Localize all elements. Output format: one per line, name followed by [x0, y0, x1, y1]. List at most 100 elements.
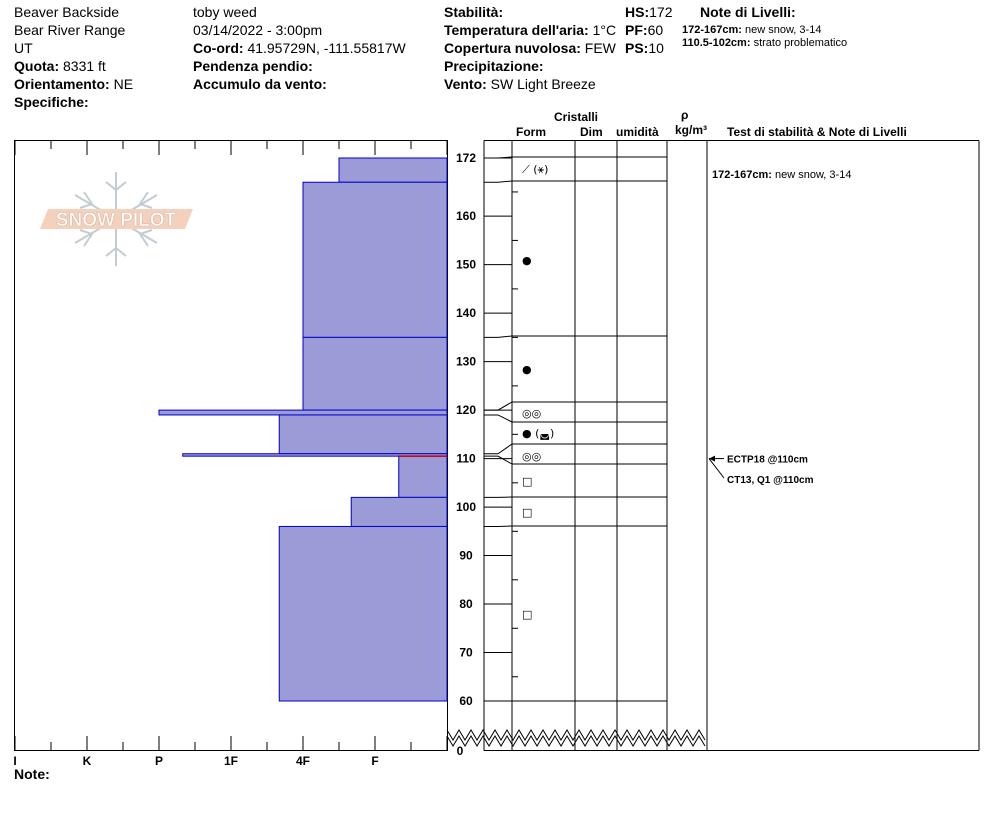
density-symbol: ρ	[681, 108, 689, 122]
state: UT	[14, 40, 33, 56]
hardness-label-p: P	[155, 754, 163, 768]
crystals-header: Cristalli	[554, 110, 599, 124]
wind: Vento: SW Light Breeze	[444, 76, 596, 92]
depth-label-172: 172	[456, 151, 476, 165]
observation-datetime: 03/14/2022 - 3:00pm	[193, 22, 323, 38]
hs-label: HS:	[625, 4, 650, 20]
crystal-symbol-6: ◎◎	[522, 450, 541, 463]
crystal-symbol-4: ◎◎	[522, 407, 541, 420]
depth-label-70: 70	[459, 646, 473, 660]
hardness-layer-5	[278, 414, 448, 455]
layer-note-2-range: 110.5-102cm:	[682, 37, 751, 49]
stability-arrow-2	[708, 458, 725, 479]
ski-penetration: PS:10	[625, 40, 664, 56]
layer-comment-1-range: 172-167cm:	[712, 169, 775, 181]
specifics-label: Specifiche:	[14, 94, 89, 110]
moisture-header: umidità	[616, 125, 659, 139]
layer-connector-111	[484, 443, 513, 455]
hardness-label-f: F	[371, 754, 378, 768]
layer-connector-135	[484, 335, 513, 338]
axis-break-zigzag-lower	[446, 735, 706, 747]
layer-connector-172	[484, 156, 513, 159]
hardness-layer-4	[158, 409, 448, 416]
form-header: Form	[516, 125, 546, 139]
depth-label-60: 60	[459, 694, 473, 708]
layer-table-grid	[446, 140, 980, 751]
observer: toby weed	[193, 4, 257, 20]
stability-arrowhead	[709, 455, 715, 462]
stability-test-2: CT13, Q1 @110cm	[727, 475, 814, 486]
depth-label-120: 120	[456, 403, 476, 417]
stability-label: Stabilità:	[444, 4, 504, 20]
cloud-cover-label: Copertura nuvolosa:	[444, 40, 581, 56]
layer-note-1-text: new snow, 3-14	[745, 24, 822, 36]
hardness-axis-labels: F 4F 1F P K I	[13, 754, 378, 768]
hardness-layer-3	[302, 336, 448, 411]
hardness-layer-2	[302, 181, 448, 338]
depth-label-140: 140	[456, 306, 476, 320]
hardness-layer-9	[278, 525, 448, 702]
wind-loading-label: Accumulo da vento:	[193, 76, 327, 92]
stability-test-1: ECTP18 @110cm	[727, 455, 808, 466]
crystal-symbol-5: ● (◛)	[522, 427, 554, 440]
elevation: Quota: 8331 ft	[14, 58, 106, 74]
hardness-layer-7	[398, 455, 448, 498]
dim-header: Dim	[580, 125, 603, 139]
ps-value: 10	[648, 40, 664, 56]
layer-notes-title: Note di Livelli:	[700, 4, 796, 20]
aspect-value: NE	[113, 76, 134, 92]
ps-label: PS:	[625, 40, 649, 56]
crystal-symbol-1: ⟋ (⚹)	[522, 163, 548, 176]
hs-value: 172	[649, 4, 673, 20]
hardness-axis-ticks	[14, 141, 448, 750]
location-name: Beaver Backside	[14, 4, 120, 20]
crystal-symbol-3: ●	[522, 363, 532, 376]
depth-label-130: 130	[456, 355, 476, 369]
layer-connector-110.5	[484, 455, 513, 465]
layer-comment-1-text: new snow, 3-14	[775, 169, 851, 181]
layer-comment-1: 172-167cm: new snow, 3-14	[712, 169, 851, 181]
depth-label-160: 160	[456, 209, 476, 223]
note-label: Note:	[14, 766, 50, 782]
aspect: Orientamento: NE	[14, 76, 133, 92]
precipitation-label: Precipitazione:	[444, 58, 544, 74]
depth-label-110: 110	[456, 452, 476, 466]
hardness-layers	[158, 157, 448, 702]
layer-connector-120	[484, 401, 513, 411]
stability-notes-header: Test di stabilità & Note di Livelli	[727, 125, 907, 139]
pf-label: PF:	[625, 22, 648, 38]
air-temperature: Temperatura dell'aria: 1°C	[444, 22, 616, 38]
depth-label-100: 100	[456, 500, 476, 514]
depth-axis: 60 70 80 90 100 110 120 130 140 150 160 172 0	[456, 151, 518, 758]
crystal-symbol-9: □	[522, 608, 532, 621]
depth-break-label: 0	[457, 744, 464, 758]
hardness-label-4f: 4F	[296, 754, 310, 768]
air-temperature-label: Temperatura dell'aria:	[444, 22, 589, 38]
aspect-label: Orientamento:	[14, 76, 110, 92]
crystal-symbols: ⟋ (⚹) ● ● ◎◎ ● (◛) ◎◎ □ □ □	[522, 163, 554, 621]
depth-label-150: 150	[456, 258, 476, 272]
depth-label-90: 90	[459, 549, 473, 563]
elevation-label: Quota:	[14, 58, 60, 74]
wind-label: Vento:	[444, 76, 487, 92]
air-temperature-value: 1°C	[592, 22, 617, 38]
axis-break-zigzag-upper	[446, 729, 706, 741]
crystal-symbol-8: □	[522, 506, 532, 519]
crystal-symbol-2: ●	[522, 254, 532, 267]
elevation-value: 8331 ft	[63, 58, 106, 74]
coordinates-value: 41.95729N, -111.55817W	[247, 40, 406, 56]
hardness-layer-1	[338, 157, 448, 183]
coordinates-label: Co-ord:	[193, 40, 244, 56]
snowpilot-logo: SNOW PILOT	[40, 172, 193, 266]
stability-notes: ECTP18 @110cm CT13, Q1 @110cm 172-167cm: n…	[708, 169, 851, 486]
foot-penetration: PF:60	[625, 22, 663, 38]
crystal-symbol-7: □	[522, 475, 532, 488]
snow-height: HS:172	[625, 4, 672, 20]
mountain-range: Bear River Range	[14, 22, 126, 38]
layer-note-2-text: strato problematico	[753, 37, 848, 49]
hardness-label-k: K	[83, 754, 92, 768]
logo-text: SNOW PILOT	[56, 210, 177, 231]
hardness-layer-8	[350, 496, 448, 527]
density-unit: kg/m³	[675, 123, 708, 137]
